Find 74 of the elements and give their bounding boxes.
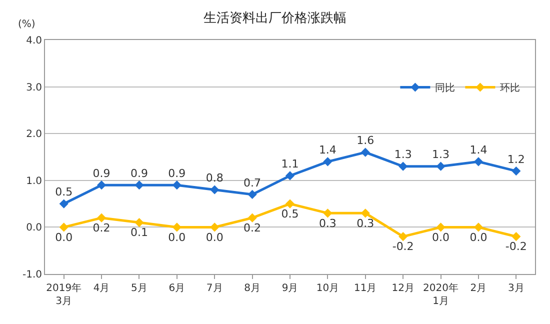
data-label: 0.0: [168, 230, 186, 244]
point: [96, 180, 106, 190]
data-label: 0.0: [206, 230, 224, 244]
y-axis-title: (%): [18, 19, 36, 30]
data-label: 0.2: [244, 221, 262, 234]
data-label: -0.2: [505, 240, 527, 254]
point: [360, 208, 370, 218]
data-label: 0.9: [168, 166, 186, 180]
data-label: 0.1: [130, 226, 148, 240]
data-label: 0.2: [92, 221, 110, 234]
data-label: 1.1: [281, 158, 299, 171]
legend-label: 环比: [500, 82, 520, 94]
x-tick-label: 6月: [168, 283, 186, 294]
data-label: 0.9: [130, 166, 148, 180]
data-label: -0.2: [392, 240, 414, 254]
point: [96, 213, 106, 222]
x-tick-label: 3月: [508, 283, 524, 294]
point: [172, 180, 182, 190]
x-tick-label: 2020年 1月: [423, 282, 458, 307]
data-label: 1.2: [507, 152, 525, 166]
point: [285, 199, 295, 208]
data-label: 0.7: [244, 176, 262, 190]
data-label: 1.4: [318, 144, 336, 157]
y-tick-label: 0.0: [26, 222, 42, 234]
point: [474, 222, 484, 232]
point: [134, 180, 144, 190]
point: [398, 232, 408, 242]
point: [512, 232, 521, 242]
x-tick-label: 8月: [244, 283, 260, 294]
x-tick-label: 2月: [470, 283, 487, 294]
x-tick-label: 9月: [282, 283, 298, 294]
point: [210, 222, 220, 232]
data-label: 0.0: [55, 230, 73, 244]
data-label: 0.0: [432, 230, 450, 244]
chart-title: 生活资料出厂价格涨跌幅: [204, 11, 346, 26]
point: [323, 208, 332, 218]
x-tick-label: 4月: [93, 283, 110, 294]
x-tick-label: 12月: [392, 283, 414, 294]
point: [285, 171, 295, 180]
data-label: 1.6: [356, 134, 374, 148]
data-label: 0.8: [206, 172, 224, 185]
data-label: 0.3: [356, 216, 374, 230]
y-tick-label: -1.0: [22, 270, 42, 280]
x-tick-label: 11月: [354, 283, 377, 294]
point: [436, 162, 446, 171]
y-tick-label: 3.0: [26, 82, 42, 94]
point: [172, 222, 182, 232]
x-tick-label: 5月: [131, 283, 148, 294]
y-tick-label: 1.0: [26, 176, 42, 187]
point: [323, 157, 332, 166]
point: [512, 166, 521, 176]
point: [59, 199, 68, 208]
x-tick-label: 2019年 3月: [46, 282, 82, 307]
data-label: 0.5: [281, 207, 299, 220]
y-tick-label: 2.0: [26, 129, 42, 140]
data-label: 1.4: [470, 144, 488, 157]
point: [59, 222, 68, 232]
x-tick-label: 7月: [206, 283, 223, 294]
point: [248, 213, 257, 222]
x-tick-label: 10月: [316, 283, 340, 294]
point: [398, 162, 408, 171]
legend-label: 同比: [435, 82, 456, 94]
point: [134, 218, 144, 228]
point: [474, 157, 484, 166]
data-label: 1.3: [394, 148, 412, 162]
point: [210, 185, 220, 194]
data-label: 0.3: [318, 216, 336, 230]
point: [248, 190, 257, 199]
data-label: 0.0: [470, 230, 488, 244]
data-label: 0.5: [55, 186, 73, 199]
data-label: 1.3: [432, 148, 450, 162]
point: [360, 148, 370, 157]
data-label: 0.9: [92, 166, 110, 180]
y-tick-label: 4.0: [26, 36, 42, 46]
